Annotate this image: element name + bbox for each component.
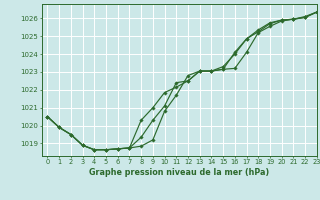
X-axis label: Graphe pression niveau de la mer (hPa): Graphe pression niveau de la mer (hPa) (89, 168, 269, 177)
